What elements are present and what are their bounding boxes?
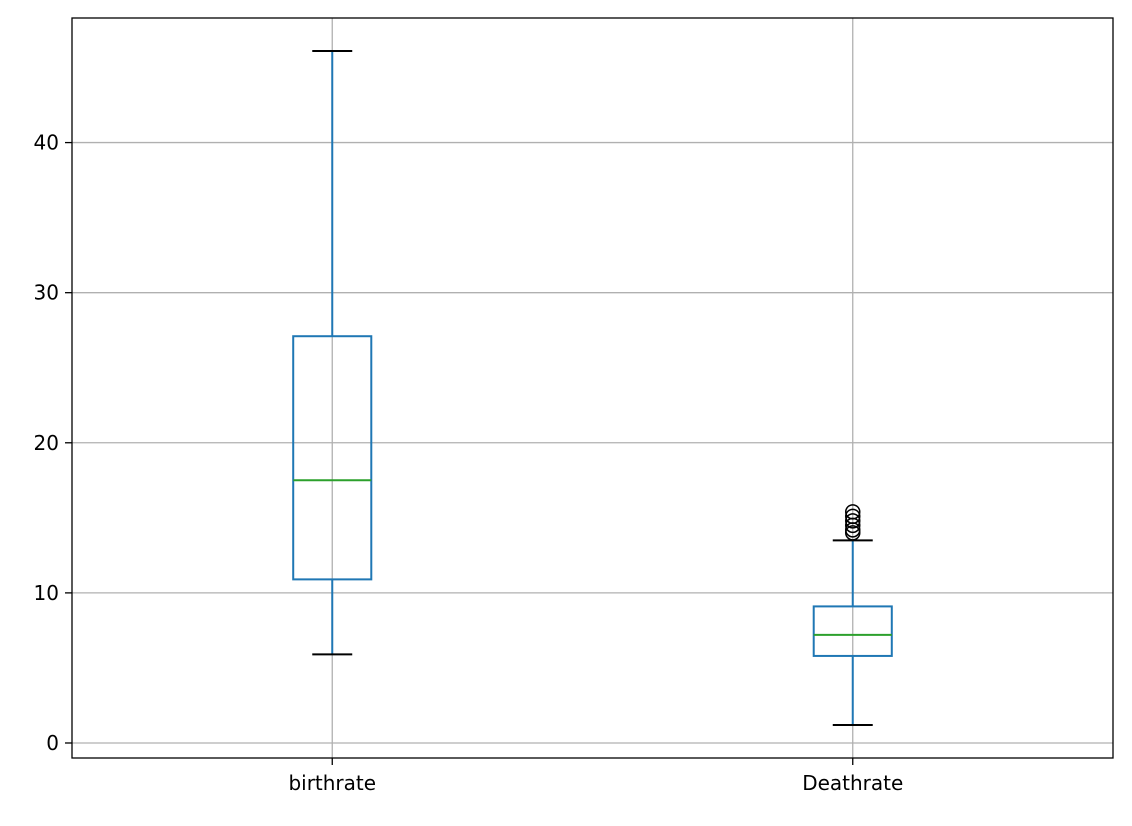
outlier-point (845, 513, 861, 529)
plot-frame (71, 17, 1114, 759)
iqr-box (812, 605, 893, 657)
y-tick-label: 40 (34, 131, 59, 155)
axis-layer: 0 10 20 30 40 birthrate Deathrate (34, 131, 904, 795)
box-layer (292, 50, 893, 726)
y-tick-label: 10 (34, 581, 59, 605)
grid-layer (72, 18, 1113, 758)
x-tick-label: birthrate (288, 771, 376, 795)
y-tick-label: 20 (34, 431, 59, 455)
outlier-point (845, 504, 861, 520)
x-tick-label: Deathrate (802, 771, 903, 795)
y-tick-label: 30 (34, 281, 59, 305)
y-tick-label: 0 (46, 731, 59, 755)
outlier-point (845, 508, 861, 525)
iqr-box (292, 335, 373, 581)
